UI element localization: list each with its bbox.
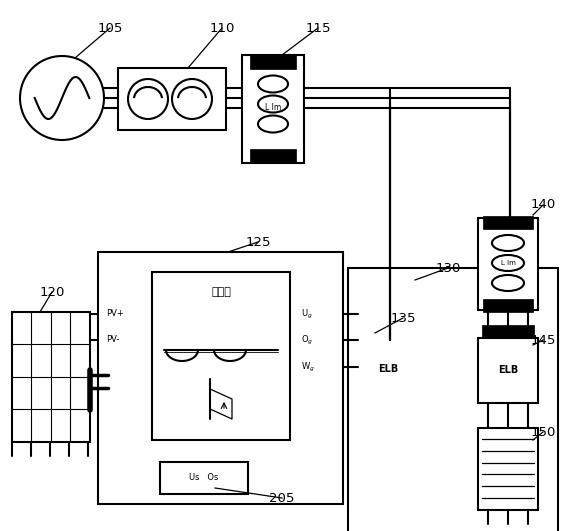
- Text: PV+: PV+: [106, 310, 124, 319]
- Bar: [242, 55, 304, 163]
- Text: Us   Os: Us Os: [189, 474, 219, 483]
- Bar: [152, 272, 290, 440]
- Bar: [98, 252, 343, 504]
- Bar: [348, 268, 558, 531]
- Bar: [362, 322, 414, 335]
- Text: 145: 145: [530, 333, 556, 347]
- Text: 150: 150: [530, 425, 556, 439]
- Text: 120: 120: [39, 286, 65, 298]
- Text: 125: 125: [245, 236, 271, 249]
- Text: ELB: ELB: [378, 364, 398, 374]
- Text: U$_g$: U$_g$: [301, 307, 313, 321]
- Text: 115: 115: [305, 21, 331, 35]
- Text: W$_g$: W$_g$: [301, 361, 315, 373]
- Text: PV-: PV-: [106, 336, 119, 345]
- Bar: [12, 312, 90, 442]
- Text: 130: 130: [435, 261, 461, 275]
- Bar: [478, 338, 538, 403]
- Bar: [358, 335, 418, 403]
- Bar: [250, 149, 296, 163]
- Bar: [483, 216, 533, 229]
- Bar: [160, 462, 248, 494]
- Bar: [482, 325, 534, 338]
- Text: L Im: L Im: [265, 104, 281, 113]
- Bar: [478, 218, 538, 310]
- Text: ELB: ELB: [498, 365, 518, 375]
- Bar: [118, 68, 226, 130]
- Text: 205: 205: [269, 492, 294, 504]
- Text: L Im: L Im: [501, 260, 515, 266]
- Bar: [478, 428, 538, 510]
- Text: O$_g$: O$_g$: [301, 333, 313, 347]
- Text: 135: 135: [390, 312, 416, 324]
- Text: 105: 105: [98, 21, 123, 35]
- Bar: [250, 55, 296, 69]
- Bar: [483, 299, 533, 312]
- Text: 140: 140: [530, 199, 556, 211]
- Text: 110: 110: [210, 21, 235, 35]
- Text: 逆变器: 逆变器: [211, 287, 231, 297]
